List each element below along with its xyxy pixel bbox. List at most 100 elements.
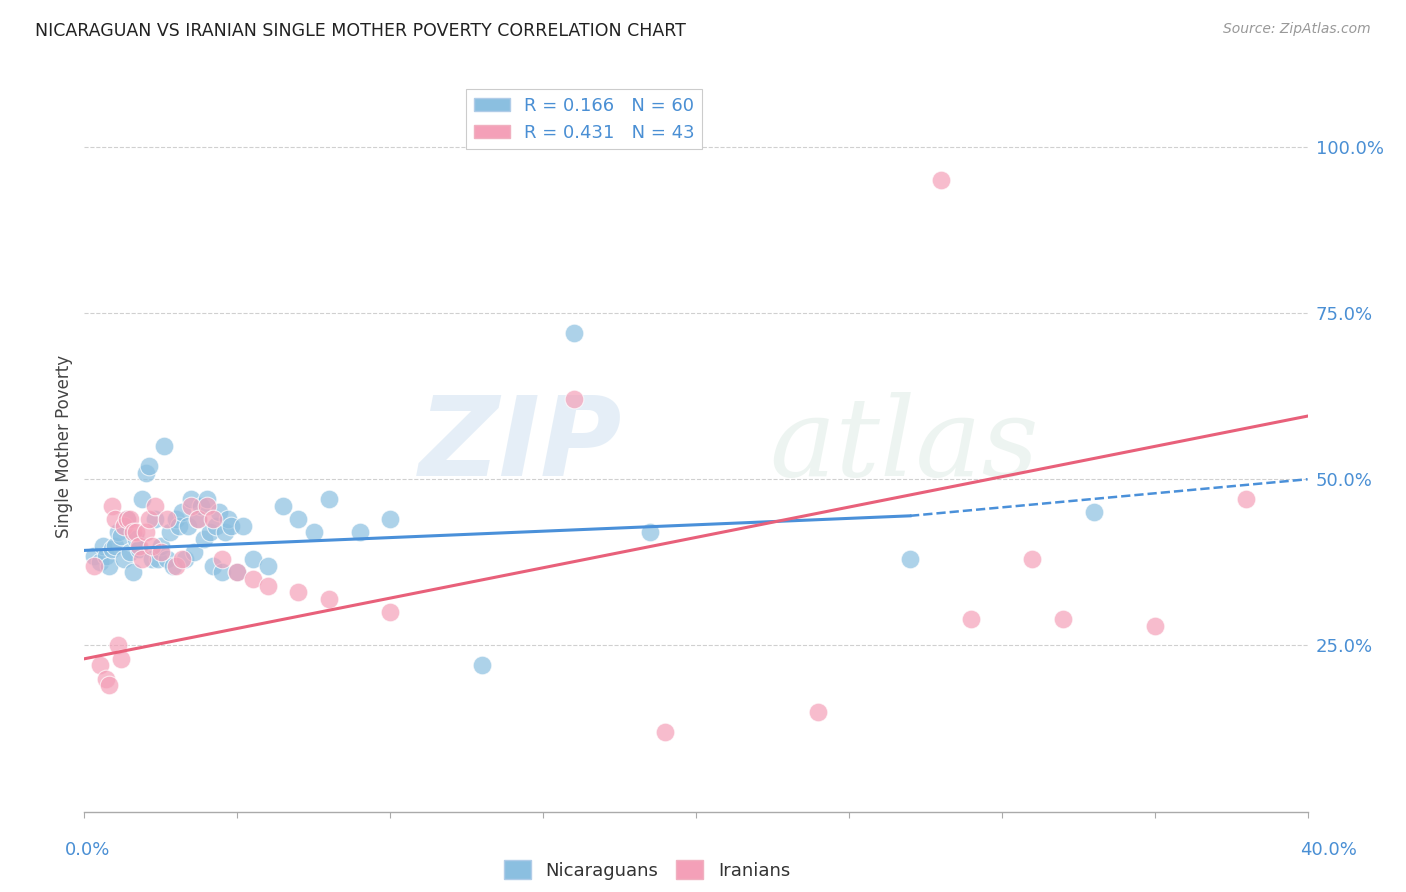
Point <box>201 512 224 526</box>
Point <box>195 499 218 513</box>
Point <box>141 552 163 566</box>
Point <box>91 539 114 553</box>
Point <box>898 552 921 566</box>
Point <box>89 555 111 569</box>
Point <box>960 612 983 626</box>
Point <box>807 705 830 719</box>
Point <box>193 532 215 546</box>
Point <box>112 518 135 533</box>
Text: ZIP: ZIP <box>419 392 623 500</box>
Point <box>94 672 117 686</box>
Point <box>190 499 212 513</box>
Point <box>242 552 264 566</box>
Point <box>172 552 194 566</box>
Point <box>104 512 127 526</box>
Point <box>83 558 105 573</box>
Point <box>172 506 194 520</box>
Point <box>122 566 145 580</box>
Point <box>257 579 280 593</box>
Point <box>1052 612 1074 626</box>
Point <box>128 542 150 557</box>
Point <box>318 591 340 606</box>
Point <box>131 492 153 507</box>
Point <box>180 492 202 507</box>
Point <box>159 525 181 540</box>
Point <box>638 525 661 540</box>
Point <box>162 558 184 573</box>
Point <box>201 558 224 573</box>
Point <box>115 512 138 526</box>
Point <box>562 326 585 340</box>
Point <box>180 499 202 513</box>
Point <box>107 639 129 653</box>
Point <box>153 439 176 453</box>
Point <box>318 492 340 507</box>
Point <box>165 512 187 526</box>
Point <box>380 605 402 619</box>
Point <box>198 525 221 540</box>
Point <box>156 512 179 526</box>
Text: atlas: atlas <box>769 392 1039 500</box>
Point <box>149 545 172 559</box>
Text: 40.0%: 40.0% <box>1301 840 1357 858</box>
Point <box>89 658 111 673</box>
Point <box>562 392 585 407</box>
Point <box>104 539 127 553</box>
Point <box>242 572 264 586</box>
Point <box>195 492 218 507</box>
Point <box>217 512 239 526</box>
Point <box>135 525 157 540</box>
Point <box>302 525 325 540</box>
Point <box>122 525 145 540</box>
Point <box>226 566 249 580</box>
Point <box>115 512 138 526</box>
Point <box>257 558 280 573</box>
Point <box>208 506 231 520</box>
Point <box>1021 552 1043 566</box>
Point <box>94 549 117 563</box>
Point <box>211 552 233 566</box>
Text: 0.0%: 0.0% <box>65 840 110 858</box>
Point <box>287 512 309 526</box>
Point <box>97 558 120 573</box>
Point <box>143 499 166 513</box>
Point <box>138 458 160 473</box>
Point <box>149 539 172 553</box>
Point <box>211 566 233 580</box>
Point <box>107 525 129 540</box>
Point <box>112 552 135 566</box>
Point <box>143 512 166 526</box>
Point <box>167 518 190 533</box>
Point <box>186 512 208 526</box>
Point <box>101 542 124 557</box>
Point <box>135 466 157 480</box>
Point <box>120 545 142 559</box>
Point <box>156 552 179 566</box>
Point <box>110 652 132 666</box>
Point <box>287 585 309 599</box>
Point <box>271 499 294 513</box>
Point <box>141 539 163 553</box>
Text: NICARAGUAN VS IRANIAN SINGLE MOTHER POVERTY CORRELATION CHART: NICARAGUAN VS IRANIAN SINGLE MOTHER POVE… <box>35 22 686 40</box>
Y-axis label: Single Mother Poverty: Single Mother Poverty <box>55 354 73 538</box>
Point <box>83 549 105 563</box>
Point <box>146 552 169 566</box>
Point <box>471 658 494 673</box>
Point <box>174 552 197 566</box>
Point <box>125 525 148 540</box>
Point <box>186 512 208 526</box>
Point <box>120 512 142 526</box>
Point <box>125 532 148 546</box>
Point <box>380 512 402 526</box>
Text: Source: ZipAtlas.com: Source: ZipAtlas.com <box>1223 22 1371 37</box>
Point <box>214 525 236 540</box>
Point <box>219 518 242 533</box>
Point <box>1083 506 1105 520</box>
Legend: Nicaraguans, Iranians: Nicaraguans, Iranians <box>496 853 797 887</box>
Point <box>349 525 371 540</box>
Point <box>138 512 160 526</box>
Point <box>97 678 120 692</box>
Point <box>128 539 150 553</box>
Point <box>183 545 205 559</box>
Point <box>1234 492 1257 507</box>
